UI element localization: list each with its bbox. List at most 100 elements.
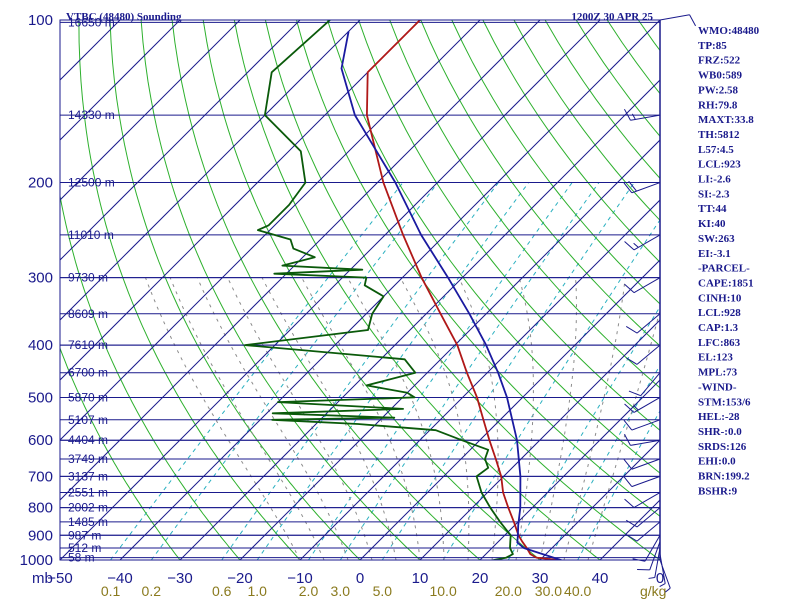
- wind-barb: [625, 344, 661, 365]
- wind-barb: [623, 475, 661, 488]
- wind-barb-feather: [623, 419, 633, 431]
- mixing-ratio-tick-label: 10.0: [429, 583, 456, 599]
- temperature-tick-label: −30: [167, 570, 192, 587]
- wind-barb-feather: [628, 180, 637, 192]
- height-label: 3749 m: [68, 452, 108, 466]
- temperature-tick-label: −10: [287, 570, 312, 587]
- height-label: 5870 m: [68, 390, 108, 404]
- wind-barb: [623, 108, 661, 121]
- sounding-index: TP:85: [698, 40, 727, 52]
- sounding-indices: WMO:48480 TP:85 FRZ:522 WB0:589 PW:2.58 RH:79…: [698, 25, 760, 497]
- isotherm: [60, 20, 301, 261]
- wind-barb: [632, 535, 661, 562]
- mixing-ratio-tick-label: 20.0: [495, 583, 522, 599]
- height-label: 7610 m: [68, 338, 108, 352]
- sounding-index: KI:40: [698, 218, 726, 230]
- isotherm: [60, 20, 241, 201]
- wind-barb-feather: [624, 498, 635, 508]
- temperature-tick-label: −50: [47, 570, 72, 587]
- sounding-index: LFC:863: [698, 337, 741, 349]
- sounding-index: SRDS:126: [698, 441, 747, 453]
- sounding-index: WMO:48480: [698, 25, 760, 37]
- chart-datetime: 1200Z 30 APR 25: [571, 11, 653, 23]
- wind-barb-feather: [689, 14, 697, 27]
- mixing-ratio-tick-label: 30.0: [535, 583, 562, 599]
- dry-adiabat: [171, 20, 481, 560]
- background-grid: [60, 20, 660, 560]
- moist-adiabat: [539, 277, 578, 560]
- wind-barb-feather: [623, 108, 631, 121]
- sounding-index: LCL:928: [698, 307, 741, 319]
- wind-barb-half-feather: [633, 405, 639, 411]
- pressure-tick-label: 700: [28, 468, 53, 485]
- wind-barb: [623, 434, 661, 446]
- height-label: 5107 m: [68, 413, 108, 427]
- wind-barb-feather: [623, 434, 631, 446]
- height-label: 8609 m: [68, 307, 108, 321]
- pressure-tick-label: 500: [28, 389, 53, 406]
- pressure-tick-label: 1000: [20, 552, 53, 569]
- wind-barb-staff: [636, 344, 661, 365]
- height-label: 2551 m: [68, 486, 108, 500]
- wind-barb-staff: [644, 535, 661, 562]
- wind-barb-staff: [630, 439, 661, 446]
- wind-barb-staff: [636, 507, 661, 528]
- height-label: 3137 m: [68, 469, 108, 483]
- temperature-tick-label: 10: [412, 570, 429, 587]
- isotherm: [119, 20, 660, 560]
- mixing-ratio-tick-label: 3.0: [331, 583, 351, 599]
- isotherm: [60, 20, 481, 441]
- wind-barb-staff: [640, 372, 661, 397]
- mixing-ratio-tick-label: 5.0: [373, 583, 393, 599]
- temperature-tick-label: 40: [592, 570, 609, 587]
- mixing-ratio-tick-label: 40.0: [564, 583, 591, 599]
- mixing-ratio-line: [339, 182, 600, 560]
- sounding-index: LI:-2.6: [698, 174, 731, 186]
- temperature-tick-label: 0: [656, 570, 664, 587]
- pressure-tick-label: 100: [28, 12, 53, 29]
- wind-barb: [659, 553, 666, 588]
- temperature-tick-label: 0: [356, 570, 364, 587]
- chart-title: VTBC (48480) Sounding: [66, 11, 182, 23]
- wind-barb-half-feather: [648, 577, 655, 579]
- dry-adiabat: [544, 20, 660, 180]
- sounding-index: L57:4.5: [698, 144, 734, 156]
- wind-barb: [625, 313, 661, 334]
- mixing-ratio-tick-label: 0.2: [142, 583, 162, 599]
- wind-barb: [628, 372, 661, 397]
- parcel-trace: [340, 31, 563, 560]
- height-label: 2002 m: [68, 501, 108, 515]
- wind-barb: [637, 541, 661, 571]
- wind-barb-feather: [625, 357, 638, 365]
- pressure-tick-label: 600: [28, 432, 53, 449]
- axes: 16650 m 14330 m 12500 m 11010 m 9730 m 8609 m…: [20, 12, 667, 599]
- isotherm: [539, 439, 660, 560]
- mixing-ratio-tick-label: 1.0: [247, 583, 267, 599]
- sounding-index: PW:2.58: [698, 84, 739, 96]
- isotherm: [60, 20, 601, 560]
- dewpoint-trace: [243, 20, 514, 560]
- sounding-index: STM:153/6: [698, 396, 751, 408]
- temperature-tick-label: −40: [107, 570, 132, 587]
- sounding-index: BSHR:9: [698, 485, 738, 497]
- wind-barb: [624, 234, 661, 251]
- sounding-index: HEL:-28: [698, 411, 740, 423]
- wind-barb: [623, 458, 661, 470]
- sounding-index: MPL:73: [698, 367, 738, 379]
- wind-barb-staff: [631, 458, 661, 470]
- wind-barb: [623, 180, 661, 194]
- height-label: 6700 m: [68, 366, 108, 380]
- sounding-index: WB0:589: [698, 70, 743, 82]
- sounding-index: LCL:923: [698, 159, 741, 171]
- sounding-traces: [243, 20, 563, 560]
- pressure-tick-label: 300: [28, 270, 53, 287]
- wind-barb-half-feather: [631, 113, 636, 120]
- sounding-index: CAP:1.3: [698, 322, 739, 334]
- sounding-index: EHI:0.0: [698, 456, 736, 468]
- sounding-index: FRZ:522: [698, 55, 741, 67]
- sounding-index: MAXT:33.8: [698, 114, 754, 126]
- height-label: 14330 m: [68, 108, 115, 122]
- wind-barb: [659, 14, 697, 27]
- height-label: 512 m: [68, 541, 101, 555]
